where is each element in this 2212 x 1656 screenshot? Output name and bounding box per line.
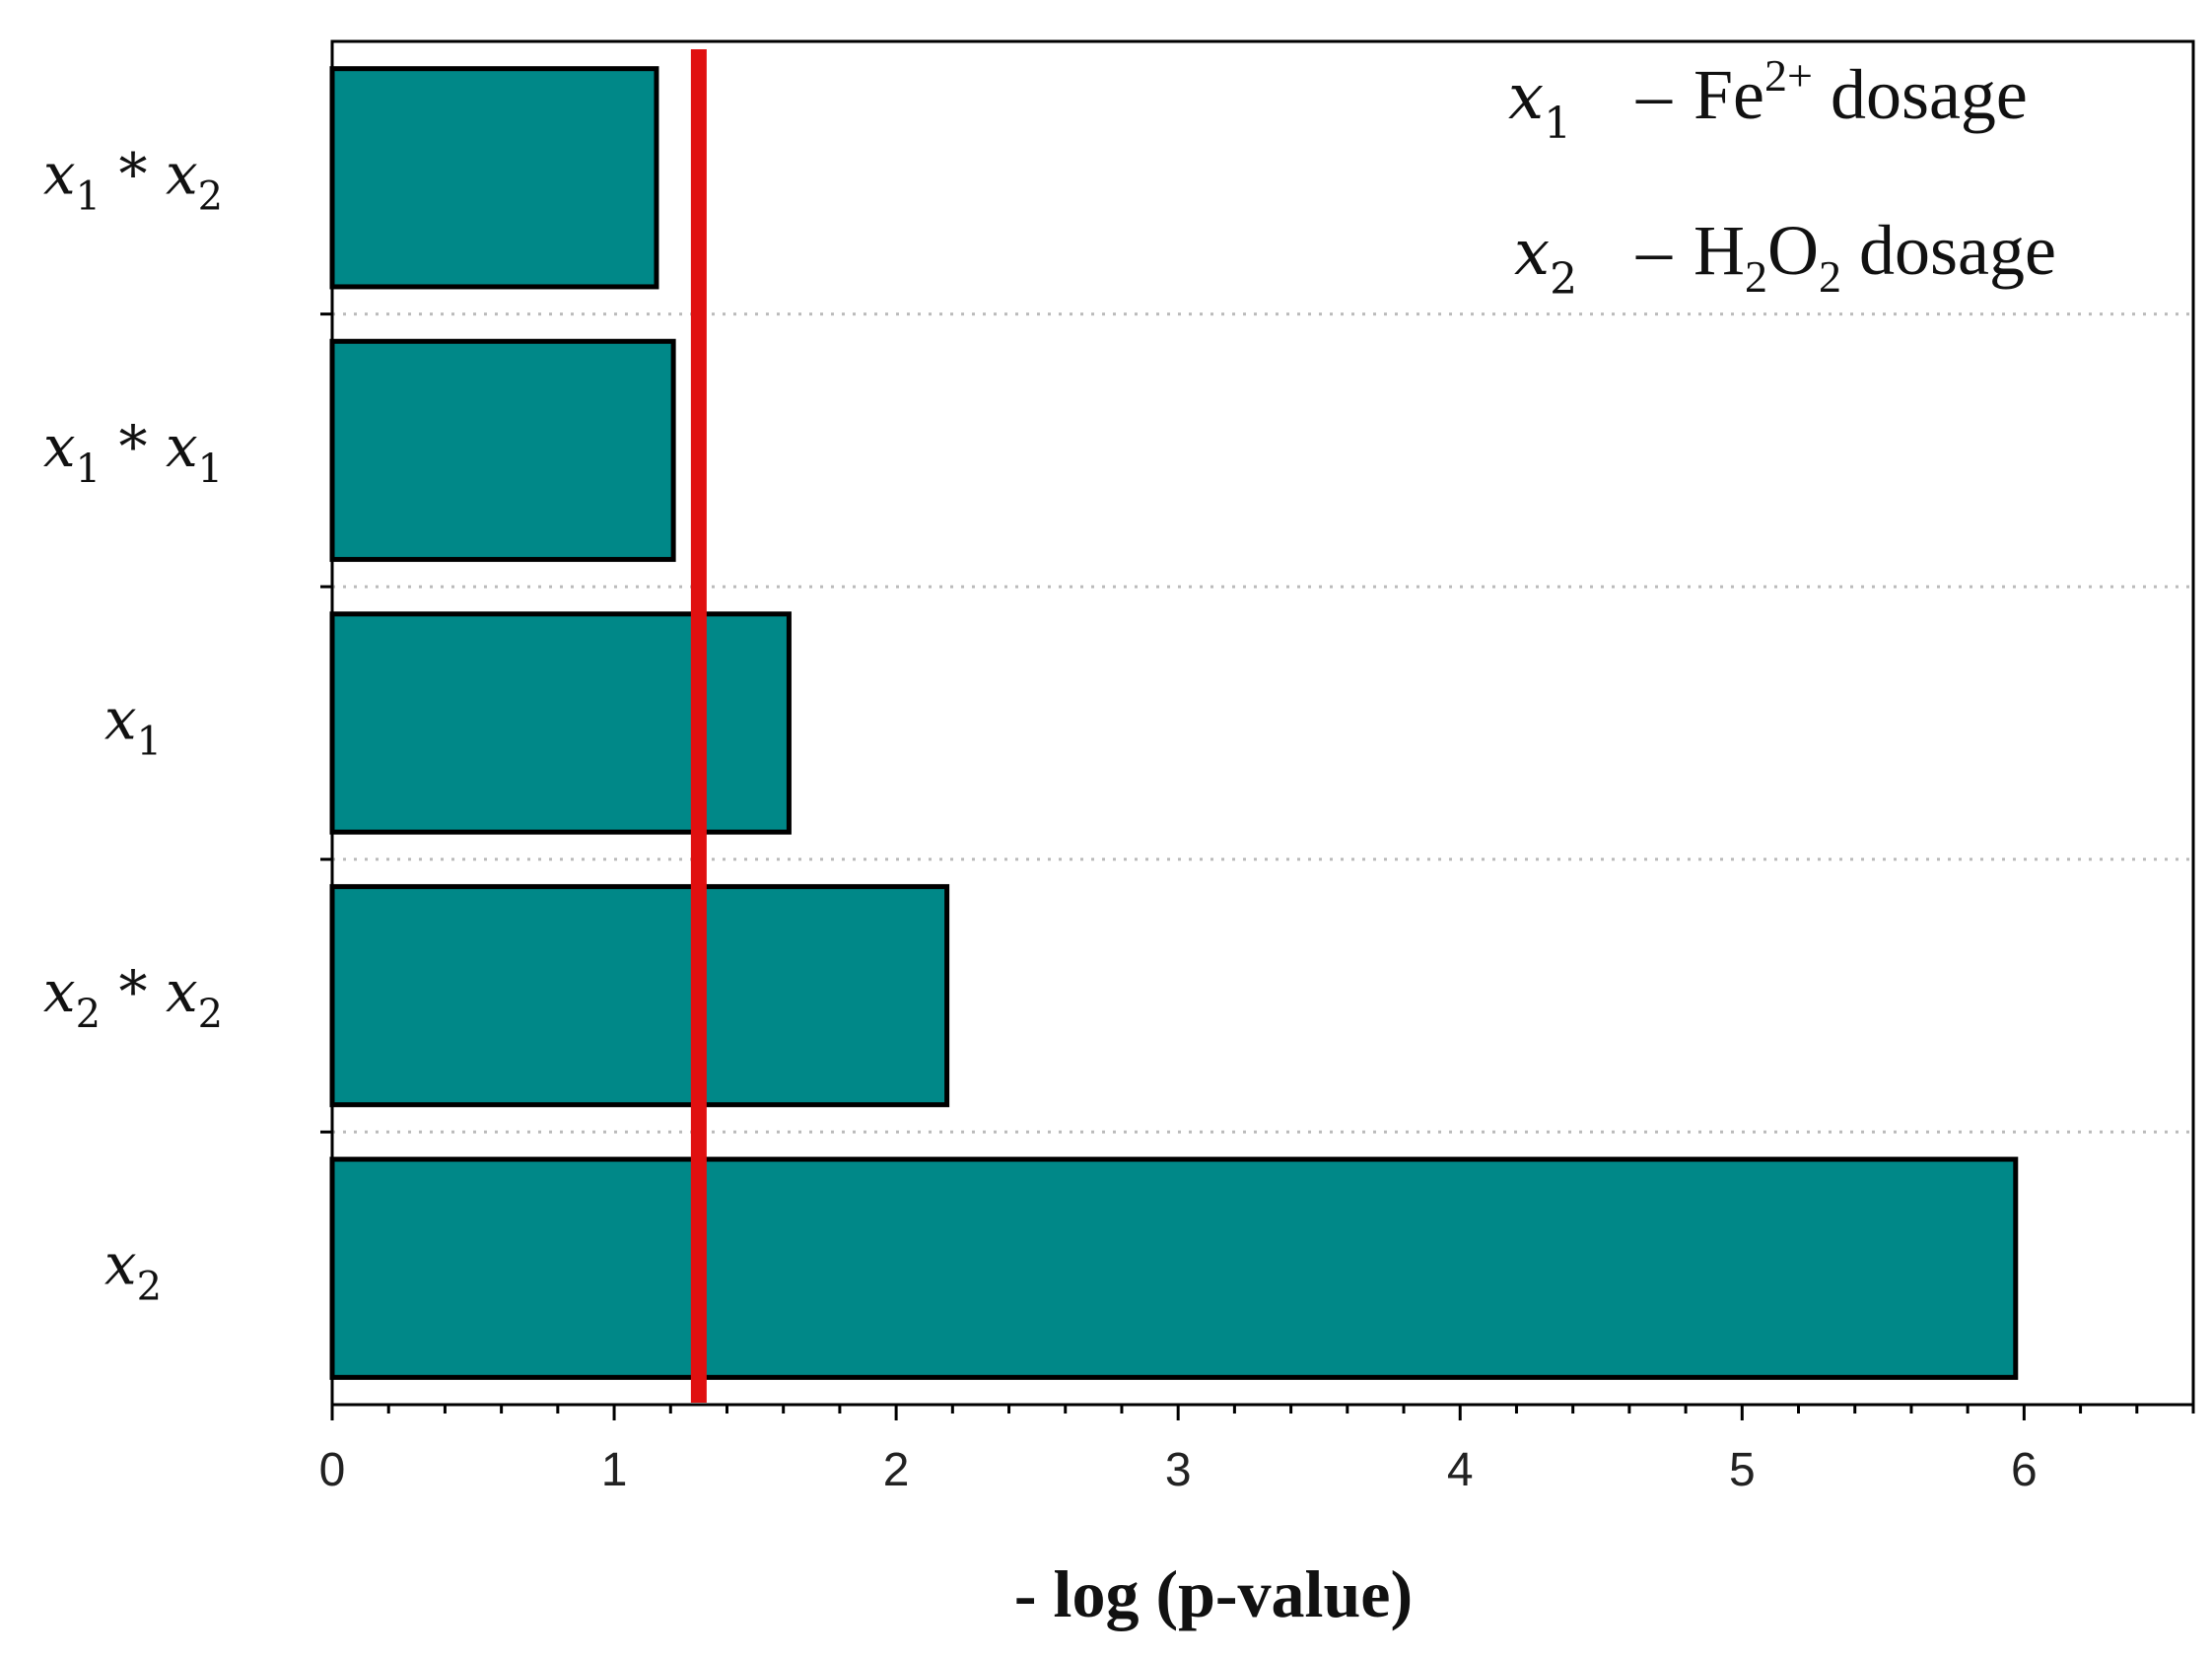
y-category-label-0: x1 * x2: [43, 140, 223, 219]
grid-lines: [320, 312, 2193, 1134]
x-tick-label-4: 4: [1447, 1444, 1474, 1496]
x-tick-label-2: 2: [883, 1444, 910, 1496]
bar-0: [329, 66, 659, 290]
y-category-label-1: x1 * x1: [43, 413, 223, 492]
bar-2: [329, 611, 792, 835]
bar-3: [329, 883, 950, 1108]
x-axis-ticks: 0 1 2 3 4 5 6: [319, 1405, 2195, 1496]
bars: [329, 66, 2019, 1380]
legend-note-1-variable: x1: [1508, 61, 1571, 149]
y-category-label-3: x2 * x2: [43, 958, 223, 1037]
legend-note-1-text: – Fe2+ dosage: [1635, 50, 2028, 134]
x-tick-label-5: 5: [1729, 1444, 1756, 1496]
legend-note-2-variable: x2: [1514, 217, 1577, 305]
plot-frame: [330, 39, 2195, 1407]
legend-note-2-text: – H2O2 dosage: [1635, 211, 2056, 302]
y-category-label-2: x1: [104, 686, 162, 765]
legend-notes: x1 – Fe2+ dosage x2 – H2O2 dosage: [1508, 50, 2056, 305]
y-axis-category-labels: x1 * x2 x1 * x1 x1 x2 * x2 x2: [43, 140, 223, 1309]
x-tick-label-1: 1: [601, 1444, 628, 1496]
y-category-label-4: x2: [104, 1231, 162, 1310]
x-tick-label-0: 0: [319, 1444, 346, 1496]
x-tick-label-3: 3: [1165, 1444, 1192, 1496]
x-tick-label-6: 6: [2011, 1444, 2038, 1496]
bar-1: [329, 338, 676, 563]
x-axis-title: - log (p-value): [1014, 1556, 1413, 1631]
bar-4: [329, 1156, 2019, 1380]
